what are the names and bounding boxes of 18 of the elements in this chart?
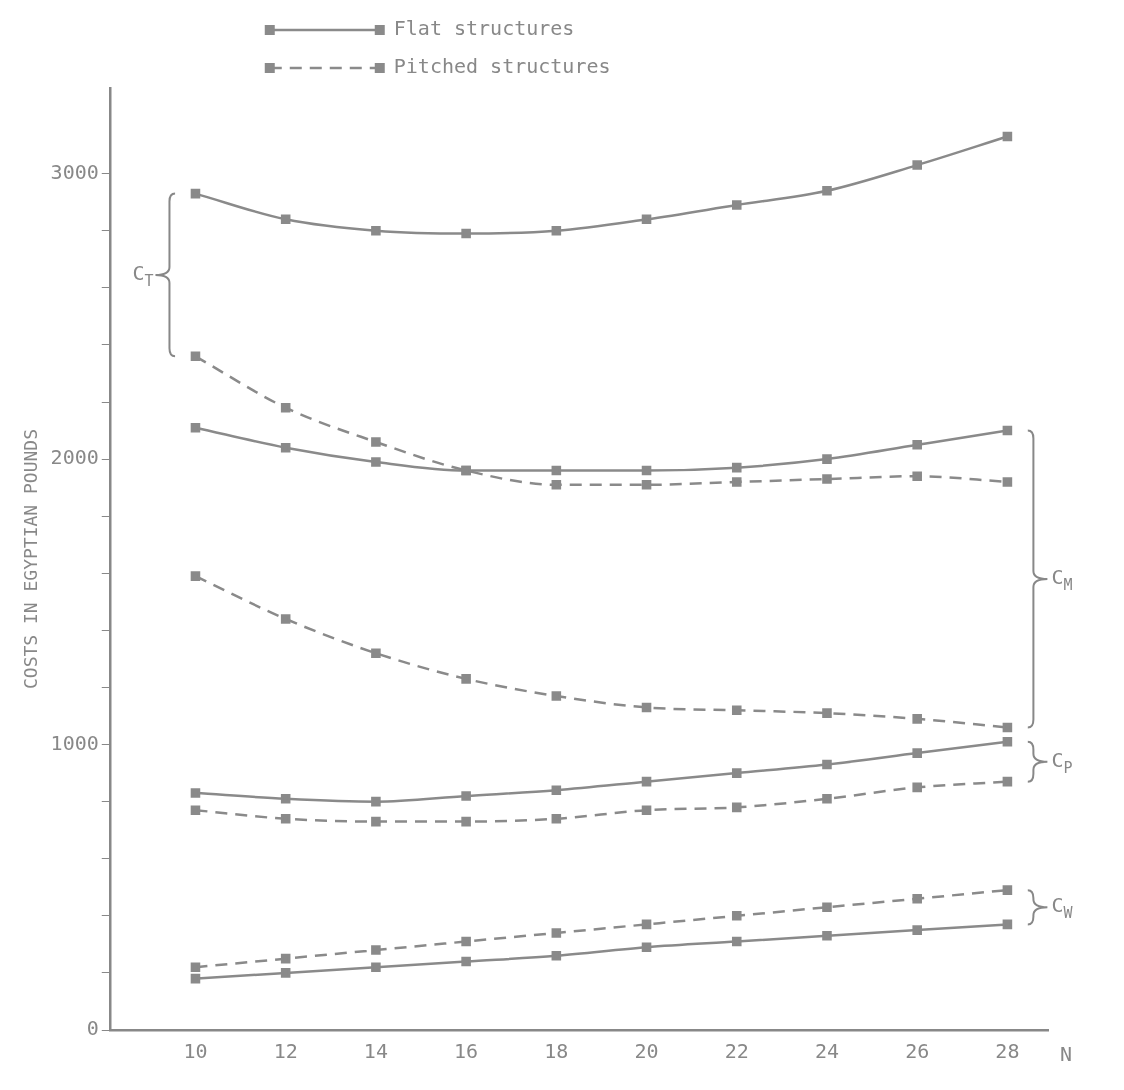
y-axis-title: COSTS IN EGYPTIAN POUNDS [20,428,42,690]
x-tick-label: 14 [363,1039,388,1064]
x-tick-label: 28 [995,1039,1020,1064]
x-tick-label: 12 [273,1039,298,1064]
x-tick-label: 24 [814,1039,840,1064]
x-tick-label: 10 [183,1039,208,1064]
x-tick-label: 16 [454,1039,479,1064]
x-axis-title: N [1060,1042,1073,1067]
y-tick-label: 1000 [50,730,99,755]
y-tick-label: 3000 [50,159,99,184]
legend-label: Flat structures [393,16,575,41]
legend-label: Pitched structures [393,54,611,79]
y-tick-label: 2000 [50,445,99,470]
x-tick-label: 26 [905,1039,930,1064]
x-tick-label: 18 [544,1039,569,1064]
y-tick-label: 0 [86,1016,99,1041]
x-tick-label: 22 [724,1039,749,1064]
x-tick-label: 20 [634,1039,659,1064]
